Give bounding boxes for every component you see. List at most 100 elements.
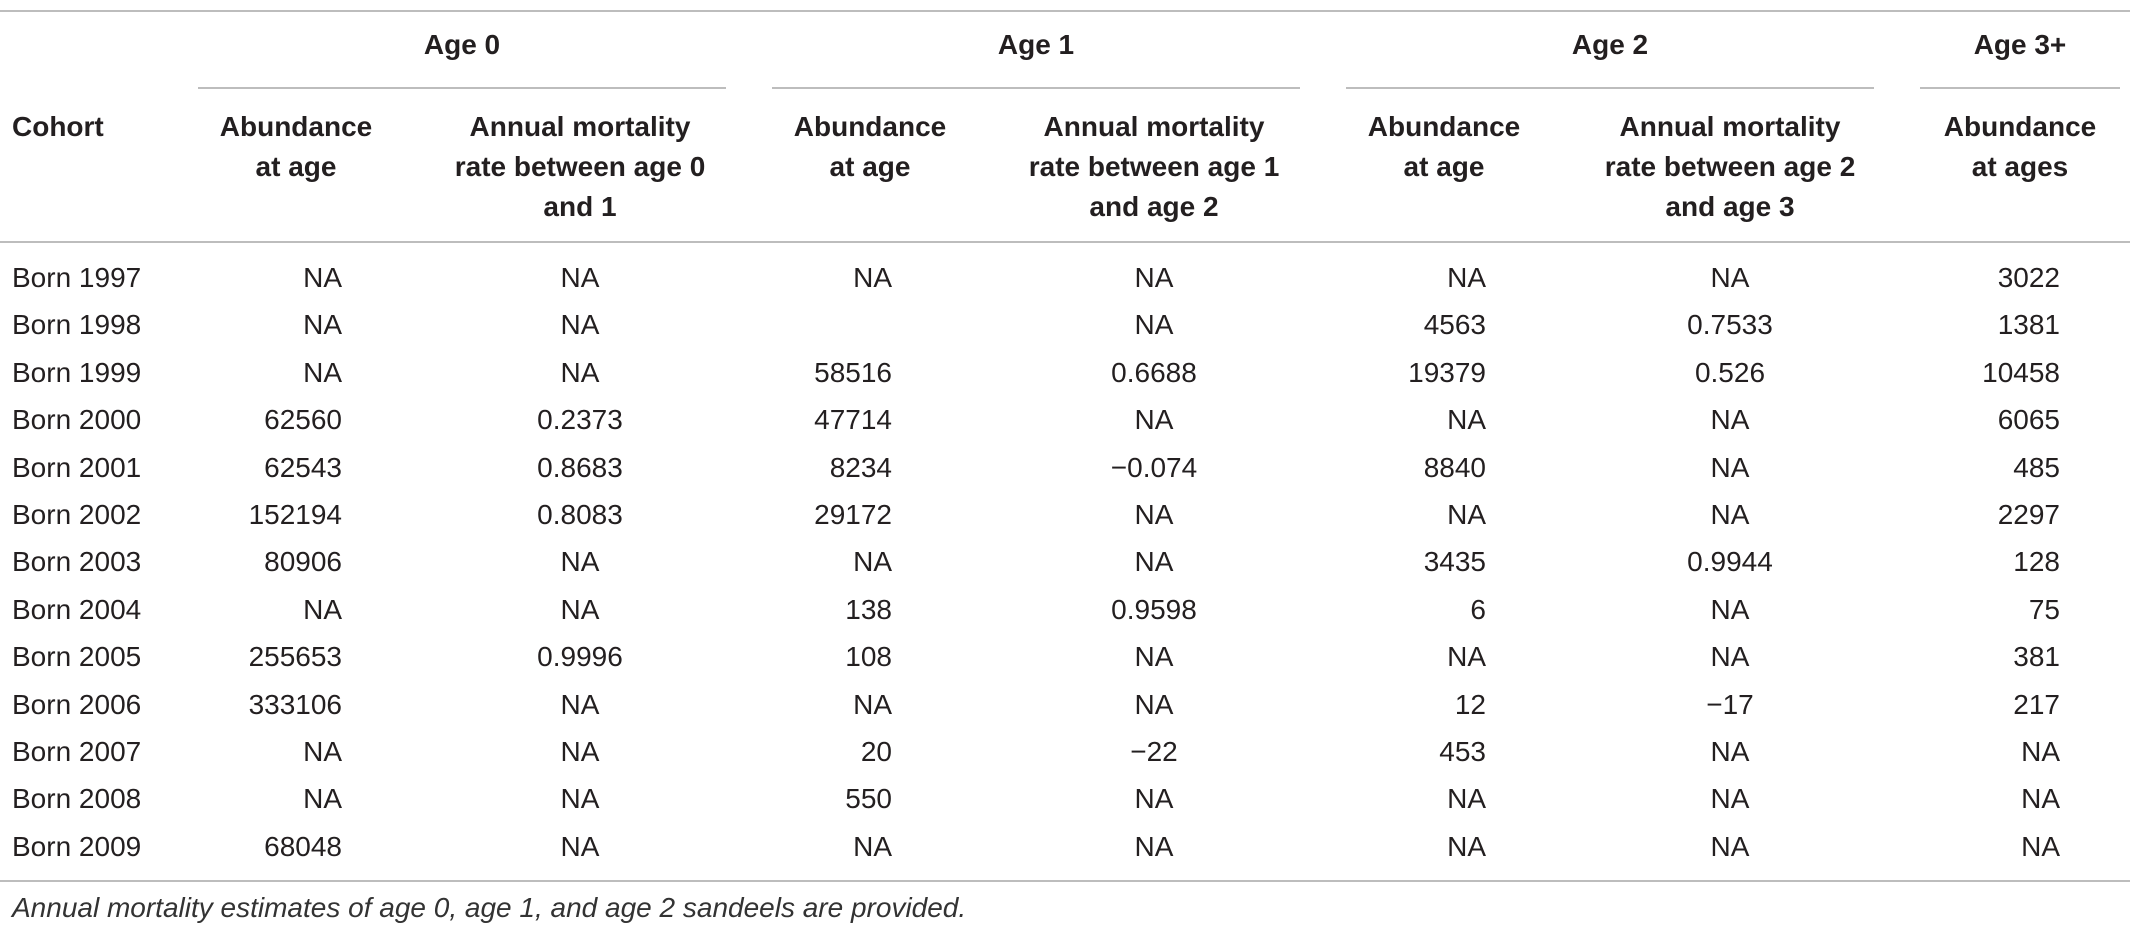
header-line: rate between age 1 [1028,151,1280,182]
table-bottom-rule [0,880,2130,882]
table-top-rule [0,10,2130,12]
table-cell: 6 [1470,594,1486,625]
table-cell: 453 [1439,736,1486,767]
cohort-cell: Born 2008 [12,783,142,814]
table-cell: 0.8083 [537,499,623,530]
table-cell: 485 [2013,452,2060,483]
table-cell: 3435 [1423,546,1486,577]
column-header-mortality-age-0-1: Annual mortality rate between age 0 and … [430,107,730,227]
cohort-cell: Born 2002 [12,499,142,530]
table-cell: 8234 [829,452,892,483]
table-cell: 333106 [248,689,342,720]
table-cell: 3022 [1997,262,2060,293]
table-cell: NA [560,594,600,625]
cohort-cell: Born 2000 [12,404,142,435]
header-line: and age 2 [1089,191,1219,222]
group-header-age-2: Age 2 [1571,29,1649,60]
table-cell: 62543 [264,452,342,483]
table-cell: 217 [2013,689,2060,720]
table-cell: NA [1134,499,1174,530]
column-header-abundance-age-0: Abundance at age [198,107,394,187]
table-cell: −17 [1706,689,1754,720]
table-cell: 138 [845,594,892,625]
column-header-mortality-age-2-3: Annual mortality rate between age 2 and … [1580,107,1880,227]
table-cell: NA [560,783,600,814]
table-cell: NA [853,689,892,720]
table-cell: NA [2021,831,2060,862]
table-cell: 381 [2013,641,2060,672]
table-cell: NA [560,689,600,720]
table-cell: NA [1134,641,1174,672]
table-cell: NA [1710,452,1750,483]
table-cell: 108 [845,641,892,672]
header-line: Abundance [793,111,947,142]
header-line: Annual mortality [1043,111,1265,142]
cohort-cell: Born 2004 [12,594,142,625]
table-cell: NA [1447,641,1486,672]
cohort-cell: Born 1997 [12,262,142,293]
header-line: at age [255,151,337,182]
table-cell: NA [1447,831,1486,862]
table-cell: NA [1134,309,1174,340]
table-cell: 0.6688 [1111,357,1197,388]
table-cell: NA [560,309,600,340]
table-cell: 8840 [1423,452,1486,483]
table-cell: 0.9996 [537,641,623,672]
cohort-cell: Born 2003 [12,546,142,577]
table-cell: 80906 [264,546,342,577]
table-cell: 128 [2013,546,2060,577]
table-cell: NA [1134,783,1174,814]
table-cell: 152194 [248,499,342,530]
table-cell: NA [303,357,342,388]
table-cell: 4563 [1423,309,1486,340]
table-cell: NA [1710,499,1750,530]
column-header-abundance-age-3plus: Abundance at ages [1920,107,2120,187]
cohort-cell: Born 2005 [12,641,142,672]
header-line: and age 3 [1665,191,1795,222]
cohort-cell: Born 2006 [12,689,142,720]
header-body-rule [0,241,2130,243]
column-header-abundance-age-2: Abundance at age [1346,107,1542,187]
table-cell: NA [303,309,342,340]
group-underline-age-3plus [1920,87,2120,89]
table-cell: NA [560,546,600,577]
table-cell: NA [853,262,892,293]
table-cell: 10458 [1982,357,2060,388]
table-cell: NA [1710,736,1750,767]
cohort-cell: Born 2007 [12,736,142,767]
table-cell: NA [853,546,892,577]
table-cell: 6065 [1997,404,2060,435]
table-cell: NA [1710,262,1750,293]
column-header-cohort: Cohort [12,111,104,142]
header-line: Annual mortality [1619,111,1841,142]
table-cell: NA [560,736,600,767]
table-cell: NA [1447,262,1486,293]
table-cell: 0.8683 [537,452,623,483]
table-cell: NA [560,262,600,293]
table-cell: 19379 [1408,357,1486,388]
group-header-age-0: Age 0 [423,29,501,60]
table-cell: 0.2373 [537,404,623,435]
table-cell: NA [1134,689,1174,720]
table-cell: 0.7533 [1687,309,1773,340]
cohort-cell: Born 2009 [12,831,142,862]
header-line: rate between age 0 [454,151,706,182]
table-cell: NA [853,831,892,862]
table-cell: NA [1710,641,1750,672]
table-cell: 255653 [248,641,342,672]
table-cell: NA [560,357,600,388]
table-cell: NA [1710,404,1750,435]
table-cell: NA [1134,262,1174,293]
table-cell: −0.074 [1110,452,1198,483]
header-line: at ages [1971,151,2069,182]
header-line: Annual mortality [469,111,691,142]
table-cell: NA [2021,783,2060,814]
table-cell: 68048 [264,831,342,862]
table-cell: NA [1134,831,1174,862]
table-cell: NA [560,831,600,862]
group-header-age-3plus: Age 3+ [1973,29,2067,60]
table-cell: 58516 [814,357,892,388]
table-cell: NA [1710,783,1750,814]
header-line: and 1 [543,191,617,222]
cohort-cell: Born 1998 [12,309,142,340]
